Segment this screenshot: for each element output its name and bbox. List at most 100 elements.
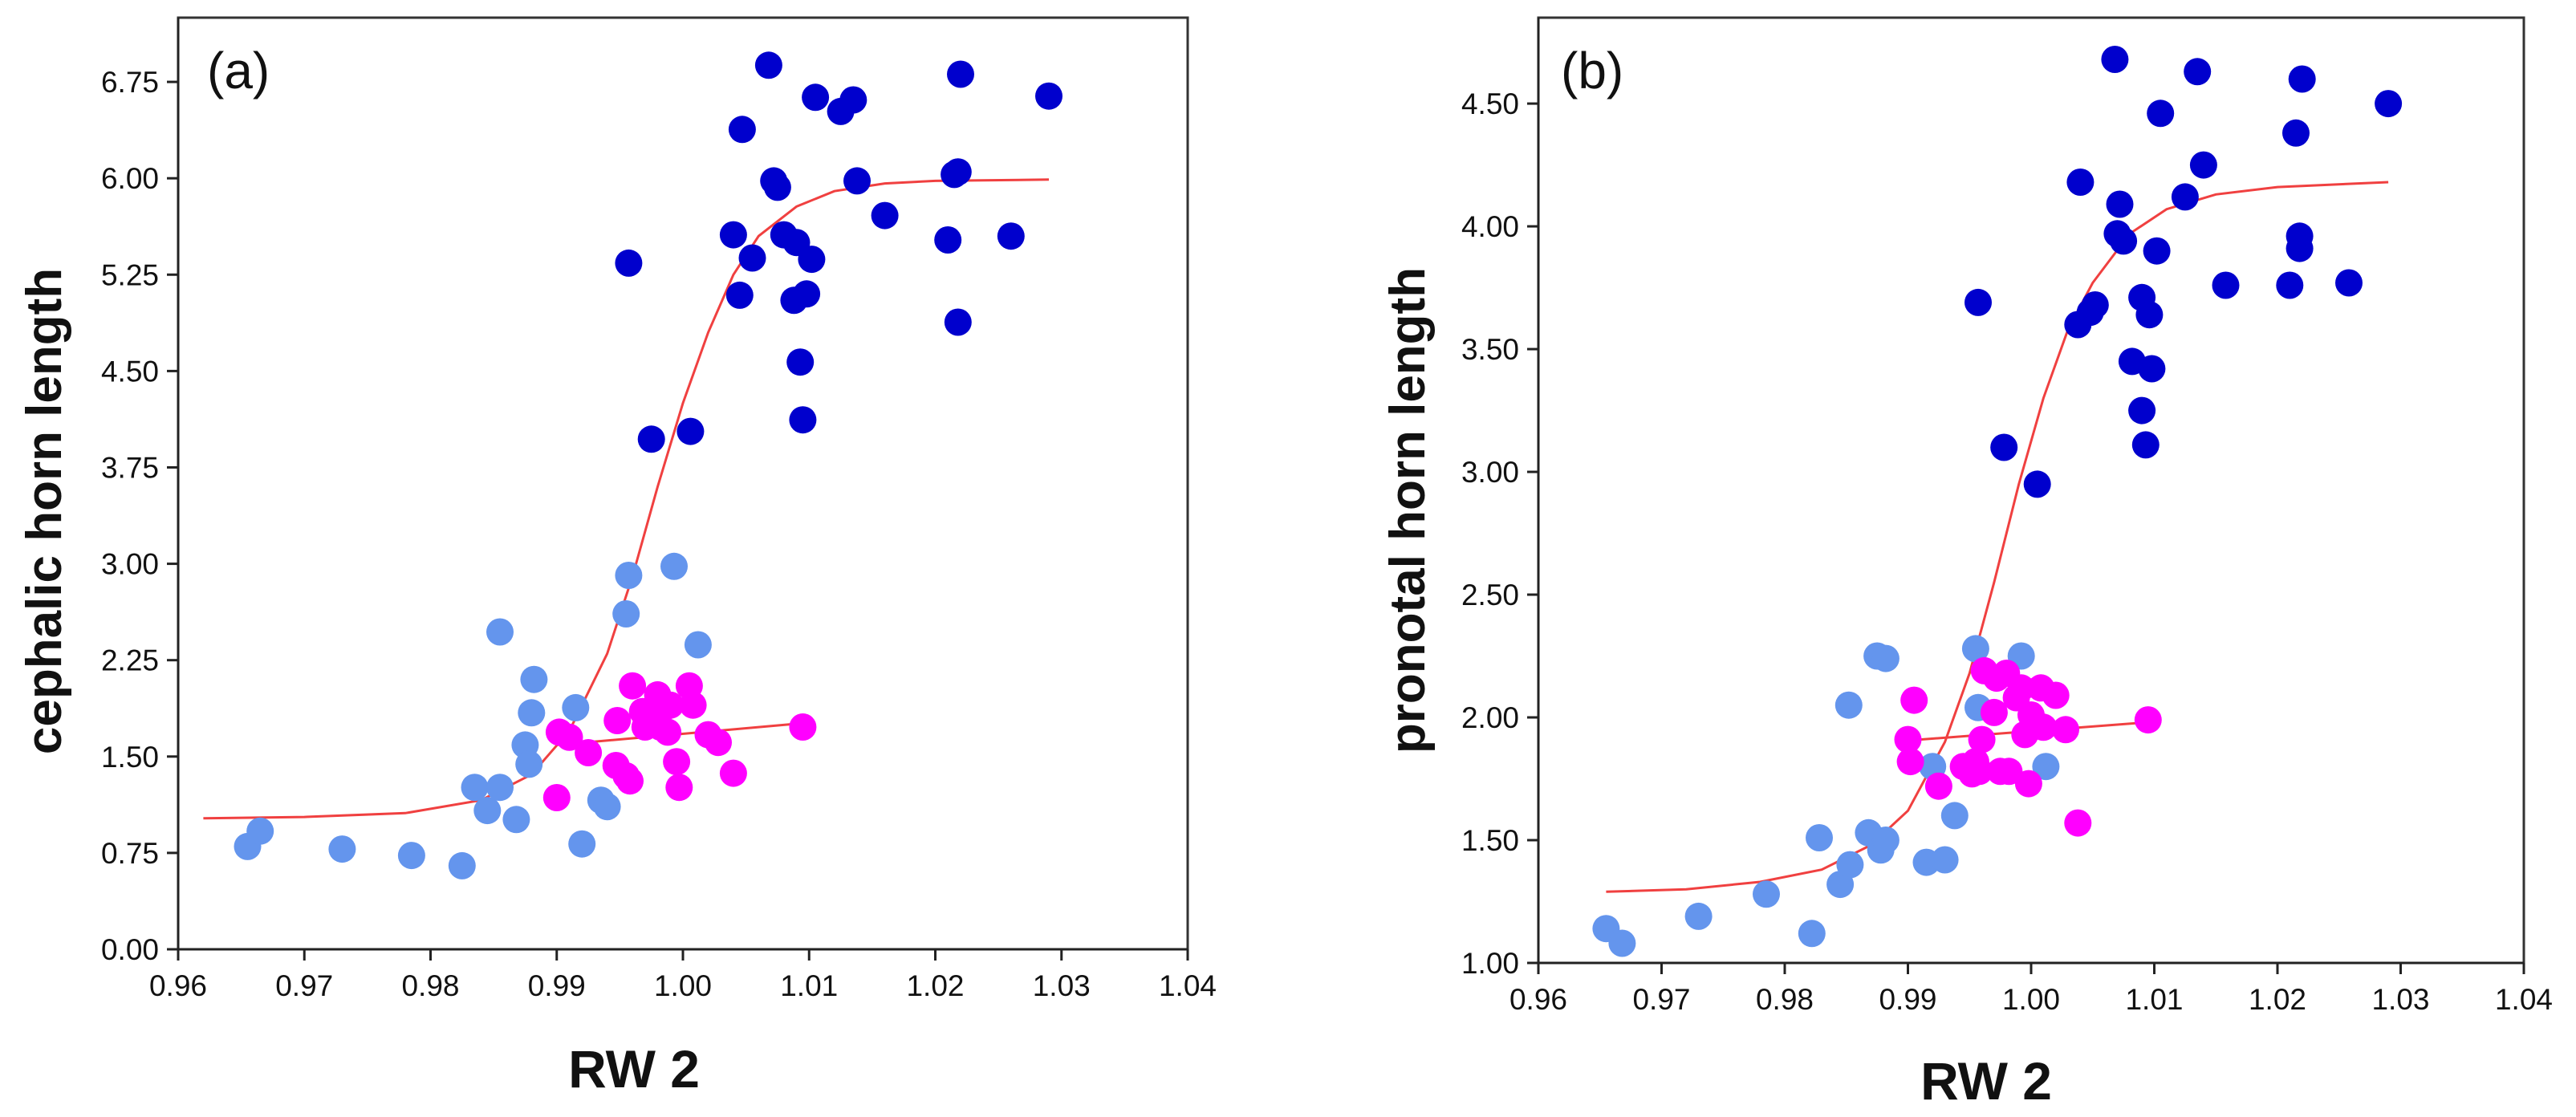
x-tick-label: 1.03 (1033, 969, 1091, 1002)
x-tick-label: 0.97 (275, 969, 333, 1002)
y-tick-label: 5.25 (101, 258, 159, 291)
point-dark-blue (786, 348, 815, 376)
point-dark-blue (2081, 291, 2109, 319)
point-magenta (679, 691, 707, 719)
y-tick-label: 2.25 (101, 644, 159, 677)
point-dark-blue (637, 425, 665, 453)
y-tick-label: 2.50 (1461, 579, 1519, 611)
panel-label: (a) (207, 42, 270, 100)
y-tick-label: 0.00 (101, 933, 159, 966)
x-tick-label: 1.04 (1159, 969, 1217, 1002)
point-dark-blue (2184, 58, 2212, 86)
x-tick-label: 0.99 (1879, 983, 1936, 1016)
fit-lines (1606, 181, 2389, 893)
point-dark-blue (793, 280, 821, 308)
point-magenta (656, 691, 685, 719)
point-light-blue (473, 797, 502, 825)
x-tick-label: 1.04 (2495, 983, 2553, 1016)
y-tick-label: 3.00 (101, 548, 159, 581)
point-dark-blue (2128, 396, 2156, 424)
y-tick-label: 3.75 (101, 451, 159, 484)
point-light-blue (246, 817, 274, 845)
point-magenta (654, 718, 682, 746)
point-dark-blue (997, 222, 1025, 250)
point-dark-blue (944, 308, 972, 336)
x-axis-title: RW 2 (1920, 1051, 2052, 1111)
point-light-blue (328, 835, 356, 863)
point-light-blue (1753, 880, 1780, 908)
point-magenta (2042, 681, 2070, 709)
y-tick-label: 3.50 (1461, 333, 1519, 366)
point-magenta (2064, 809, 2092, 837)
point-light-blue (615, 562, 643, 589)
y-tick-label: 3.00 (1461, 456, 1519, 489)
point-magenta (719, 759, 747, 787)
point-magenta (1896, 748, 1924, 776)
x-tick-label: 1.00 (654, 969, 712, 1002)
x-tick-label: 1.01 (2125, 983, 2183, 1016)
point-dark-blue (2066, 169, 2095, 196)
point-dark-blue (2135, 301, 2164, 329)
point-magenta (2134, 706, 2162, 734)
point-dark-blue (738, 244, 766, 272)
y-tick-label: 6.75 (101, 66, 159, 99)
point-dark-blue (802, 83, 830, 112)
panel-b-pronotal: 0.96 0.97 0.98 0.99 1.00 1.01 1.02 1.03 1.04 1.00… (1380, 16, 2553, 1111)
point-dark-blue (2143, 237, 2171, 265)
plot-area-frame (177, 16, 1189, 951)
point-dark-blue (934, 226, 962, 254)
point-dark-blue (2106, 190, 2134, 218)
x-tick-label: 0.97 (1632, 983, 1690, 1016)
point-light-blue (660, 552, 688, 580)
point-magenta (1995, 758, 2023, 786)
point-light-blue (1961, 635, 1989, 663)
point-dark-blue (944, 158, 972, 186)
point-magenta (705, 729, 732, 757)
point-light-blue (486, 774, 514, 802)
y-axis-title: cephalic horn length (17, 268, 72, 754)
y-tick-label: 2.00 (1461, 701, 1519, 734)
point-light-blue (1940, 802, 1969, 830)
point-dark-blue (1990, 433, 2018, 461)
point-light-blue (448, 851, 476, 879)
point-light-blue (568, 830, 596, 858)
point-dark-blue (719, 221, 747, 249)
sigmoid-fit (1606, 181, 2389, 893)
point-dark-blue (1035, 82, 1062, 110)
point-light-blue (1798, 920, 1826, 948)
y-tick-label: 1.50 (101, 741, 159, 774)
axis-ticks: 0.96 0.97 0.98 0.99 1.00 1.01 1.02 1.03 1.04 1.00… (1461, 87, 2553, 1016)
point-light-blue (562, 693, 590, 721)
point-light-blue (1931, 846, 1959, 874)
y-tick-label: 4.00 (1461, 210, 1519, 243)
point-magenta (616, 767, 644, 795)
point-light-blue (612, 600, 640, 628)
point-dark-blue (2138, 355, 2166, 383)
point-light-blue (397, 842, 425, 870)
x-tick-label: 0.96 (1509, 983, 1567, 1016)
point-magenta (603, 707, 632, 734)
point-dark-blue (2282, 119, 2310, 147)
point-dark-blue (2212, 271, 2240, 299)
y-tick-label: 1.50 (1461, 824, 1519, 857)
point-magenta (2007, 674, 2035, 702)
x-tick-label: 0.96 (149, 969, 207, 1002)
point-light-blue (1836, 851, 1864, 879)
point-light-blue (515, 750, 543, 778)
panel-a-cephalic: 0.96 0.97 0.98 0.99 1.00 1.01 1.02 1.03 1.04 0.00… (17, 16, 1217, 1099)
y-tick-label: 6.00 (101, 162, 159, 195)
x-tick-label: 1.02 (906, 969, 964, 1002)
point-light-blue (1871, 827, 1899, 854)
point-magenta (2030, 713, 2058, 741)
point-dark-blue (677, 417, 705, 445)
y-axis-title: pronotal horn length (1380, 267, 1436, 753)
point-magenta (555, 723, 583, 751)
point-magenta (1980, 698, 2008, 726)
point-dark-blue (947, 60, 974, 88)
data-points (1592, 46, 2403, 957)
point-light-blue (593, 793, 621, 821)
x-tick-label: 1.03 (2371, 983, 2429, 1016)
point-light-blue (2032, 753, 2060, 781)
point-magenta (663, 748, 691, 776)
